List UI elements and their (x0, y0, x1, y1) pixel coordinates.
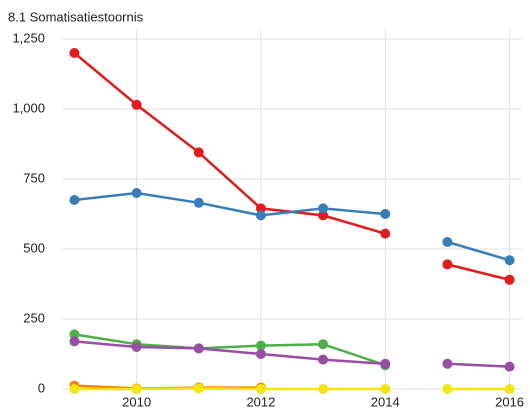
point (193, 197, 204, 208)
point (69, 48, 80, 58)
point (69, 336, 80, 347)
point (380, 358, 391, 369)
point (504, 384, 515, 394)
point (380, 228, 391, 239)
point (255, 384, 266, 394)
point (504, 361, 515, 372)
point (318, 210, 329, 221)
series-line (74, 387, 510, 391)
point (131, 99, 142, 110)
x-tick-label: 2014 (371, 394, 400, 409)
y-tick-label: 500 (23, 240, 45, 255)
y-tick-label: 1,250 (12, 30, 45, 45)
y-tick-label: 1,000 (12, 100, 45, 115)
point (255, 203, 266, 214)
x-tick-label: 2012 (246, 394, 275, 409)
point (255, 349, 266, 359)
point (131, 342, 142, 352)
point (69, 384, 80, 394)
series-line (73, 52, 510, 282)
x-tick-label: 2010 (122, 394, 151, 409)
point (504, 255, 515, 266)
point (442, 237, 453, 247)
point (255, 210, 266, 221)
point (442, 358, 453, 369)
y-tick-label: 0 (38, 380, 45, 395)
point (193, 147, 204, 158)
point (69, 329, 80, 340)
point (318, 384, 329, 394)
series-line (74, 191, 510, 262)
x-tick-label: 2016 (495, 394, 524, 409)
point (318, 203, 329, 214)
chart-title: 8.1 Somatisatiestoornis (8, 9, 144, 24)
point (193, 343, 204, 354)
point (442, 384, 453, 394)
y-tick-label: 750 (23, 170, 45, 185)
point (131, 384, 142, 394)
point (131, 188, 142, 198)
series-line (74, 333, 386, 367)
point (193, 383, 204, 394)
point (318, 339, 329, 350)
y-tick-label: 250 (23, 310, 45, 325)
point (380, 384, 391, 394)
point (69, 195, 80, 205)
series-line (74, 340, 510, 368)
point (442, 259, 453, 270)
point (255, 340, 266, 351)
point (380, 209, 391, 219)
point (504, 274, 515, 285)
point (318, 354, 329, 365)
